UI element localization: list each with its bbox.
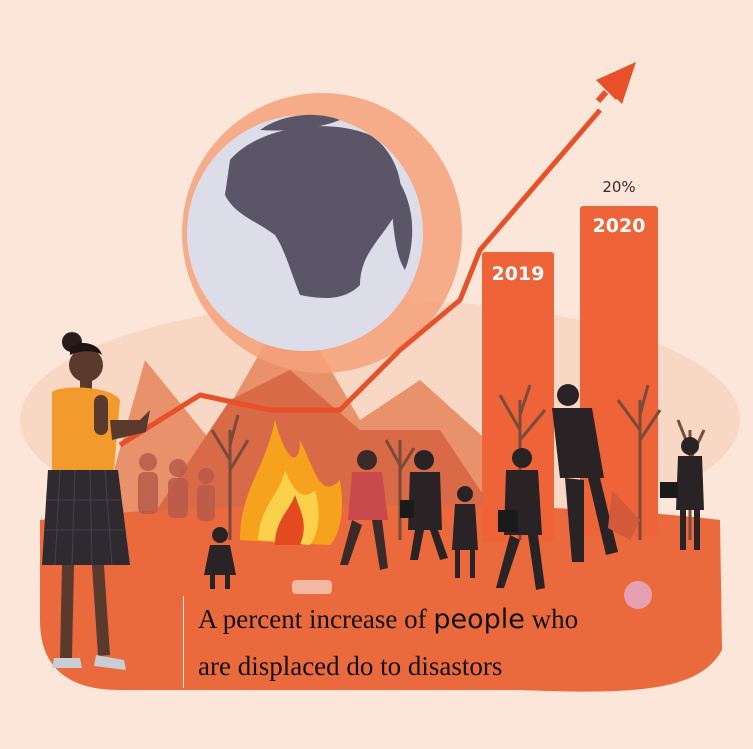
caption-line-1-part-c: who [531,604,579,634]
caption-line-1: A percent increase of people who [184,596,704,643]
caption-line-1-part-b: people [433,604,525,635]
bar-2020-label: 2020 [593,215,646,237]
bar-2019-label: 2019 [492,263,545,285]
caption-text: A percent increase of people who are dis… [183,596,704,688]
bar-2020-top-label: 20% [602,178,635,196]
presenter-woman [42,332,150,670]
caption-line-1-part-a: A percent increase of [198,604,427,634]
fire-icon [240,420,342,545]
debris [292,490,652,609]
displaced-people [204,384,704,590]
caption-line-2: are displaced do to disastors [198,651,503,681]
crowd-background [138,453,215,521]
globe [182,93,462,373]
bar-2019 [482,252,554,542]
